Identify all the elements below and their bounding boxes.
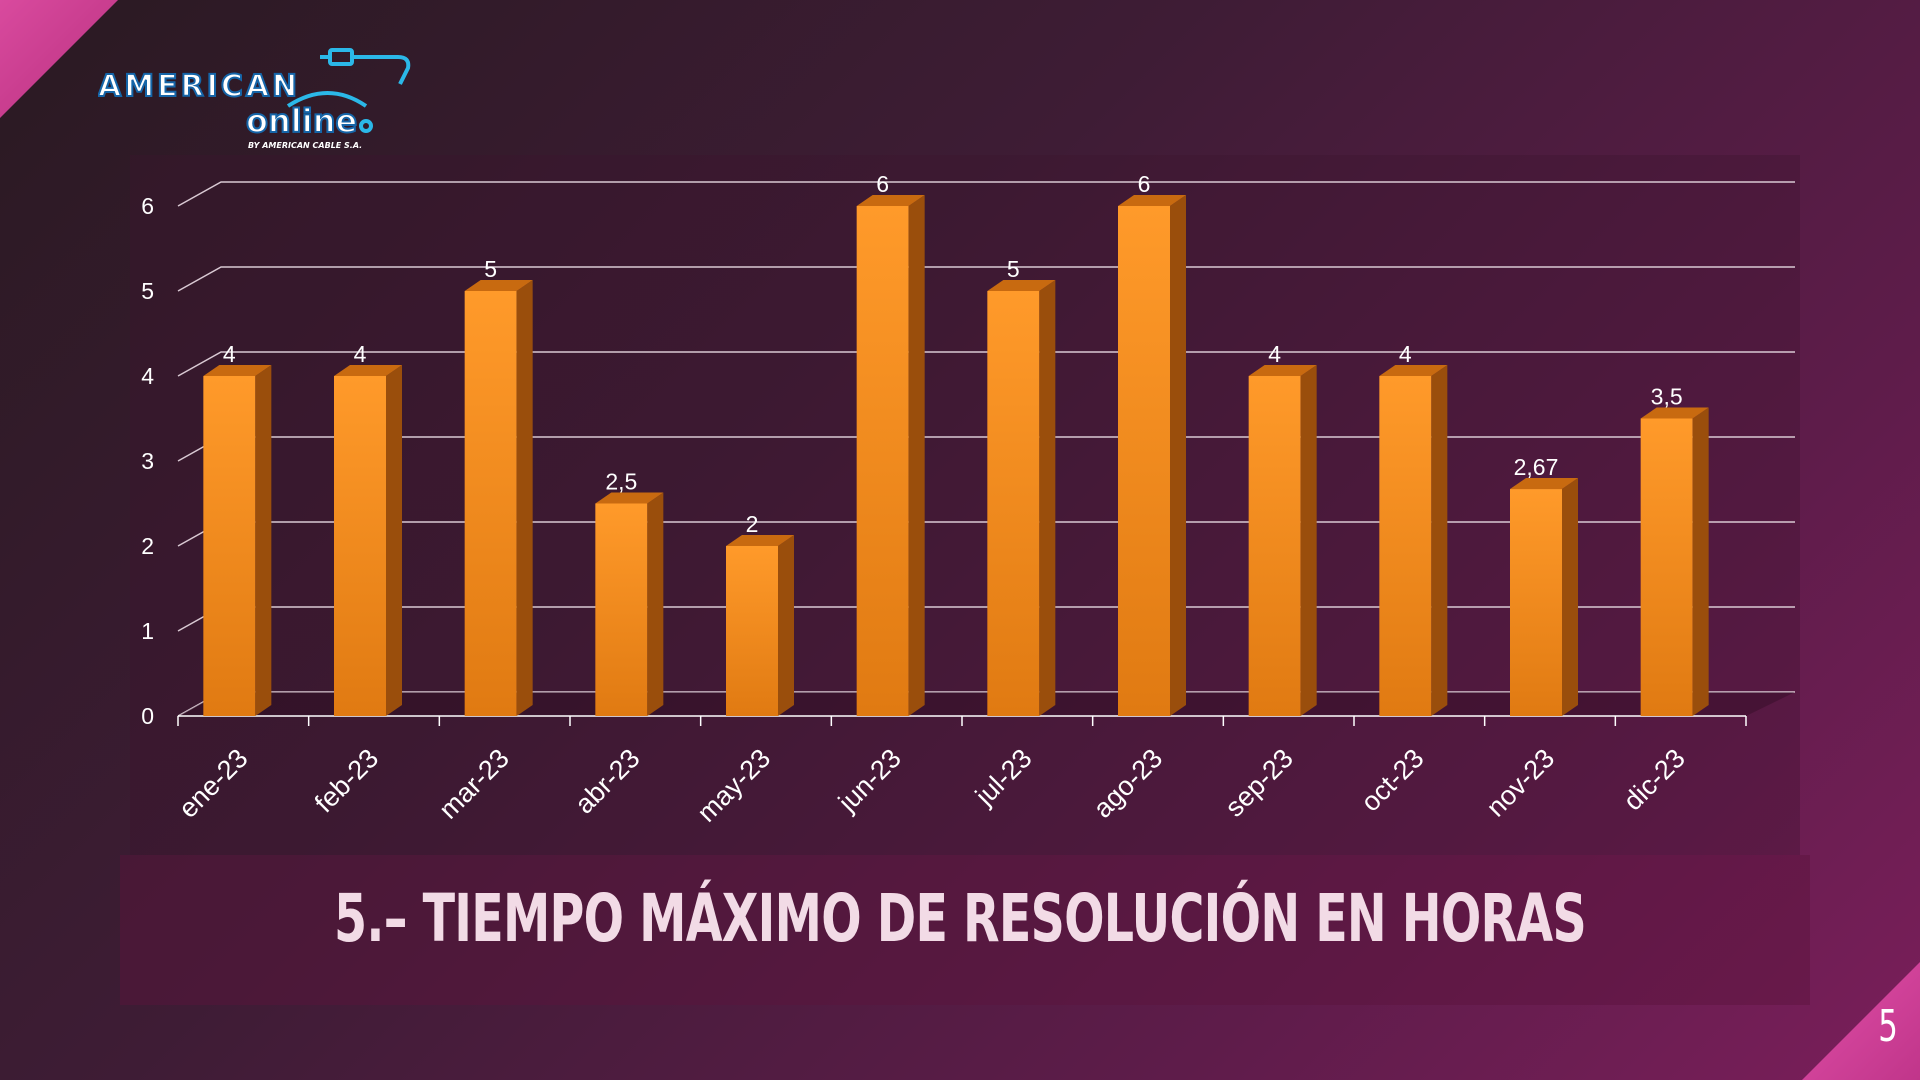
x-tick-label: ene-23 <box>173 743 254 824</box>
bar-front <box>987 291 1040 716</box>
bar <box>1510 478 1578 716</box>
bar-front <box>1510 489 1562 716</box>
x-tick-label: oct-23 <box>1355 743 1429 817</box>
bar-top <box>203 365 272 376</box>
bar-top <box>1379 365 1448 376</box>
bar-front <box>1248 376 1301 716</box>
y-tick-label: 3 <box>141 448 154 474</box>
bar <box>987 280 1056 716</box>
gridline <box>177 181 1795 207</box>
bar-front <box>1118 206 1170 716</box>
bar-front <box>726 546 778 716</box>
bar-side <box>1170 195 1186 716</box>
x-tick-label: ago-23 <box>1088 743 1169 824</box>
x-tick-label: feb-23 <box>309 743 384 818</box>
bar-top <box>595 492 664 504</box>
bar-front <box>464 291 517 716</box>
y-tick-label: 6 <box>141 193 154 219</box>
data-labels: 4 4 5 2,5 2 6 5 6 4 4 2,67 3,5 <box>223 171 1683 537</box>
data-label: 2 <box>746 511 759 537</box>
gridline <box>177 351 1795 377</box>
bar-side <box>908 195 925 716</box>
bar-top <box>1248 365 1317 376</box>
bar <box>1379 365 1448 716</box>
bar <box>726 535 794 716</box>
bar <box>1118 195 1186 716</box>
bar-side <box>1300 365 1317 716</box>
bar <box>1640 407 1709 716</box>
x-tick-label: abr-23 <box>569 743 645 819</box>
title-band <box>120 855 1810 1005</box>
bar-top <box>464 280 533 291</box>
y-tick-label: 4 <box>141 363 154 389</box>
logo-tagline: BY AMERICAN CABLE S.A. <box>248 141 362 150</box>
bar-front <box>856 206 909 716</box>
bar-front <box>334 376 386 716</box>
bar-top <box>1118 195 1186 206</box>
x-tick-label: jul-23 <box>969 743 1038 812</box>
bar-side <box>647 492 664 716</box>
bar-top <box>1510 478 1578 490</box>
data-label: 5 <box>484 256 497 282</box>
x-tick-label: jun-23 <box>832 743 907 818</box>
bar-top <box>1640 407 1709 419</box>
bar-top <box>856 195 925 206</box>
bar-front <box>1640 418 1693 716</box>
bar <box>595 492 664 716</box>
bar-side <box>1039 280 1056 716</box>
data-label: 4 <box>1268 341 1281 367</box>
data-label: 2,67 <box>1514 454 1559 480</box>
bar <box>203 365 272 716</box>
bar-side <box>1562 478 1578 716</box>
bars <box>203 195 1709 716</box>
bar-front <box>595 503 648 716</box>
bar-top <box>726 535 794 546</box>
data-label: 6 <box>876 171 889 197</box>
data-label: 6 <box>1138 171 1151 197</box>
y-axis-tick-labels: 0 1 2 3 4 5 6 <box>141 193 154 729</box>
bar <box>856 195 925 716</box>
data-label: 2,5 <box>605 469 637 495</box>
bar-top <box>987 280 1056 291</box>
bar <box>334 365 402 716</box>
bar-side <box>1692 407 1709 716</box>
bar-side <box>386 365 402 716</box>
x-tick-label: mar-23 <box>433 743 515 825</box>
x-tick-label: dic-23 <box>1618 743 1691 816</box>
data-label: 3,5 <box>1651 384 1683 410</box>
y-tick-label: 5 <box>141 278 154 304</box>
bar-side <box>778 535 794 716</box>
bar-front <box>1379 376 1432 716</box>
gridline <box>177 266 1795 292</box>
logo-text-online: online <box>246 102 357 140</box>
bar-side <box>1431 365 1448 716</box>
bar <box>464 280 533 716</box>
page-title: 5.– TIEMPO MÁXIMO DE RESOLUCIÓN EN HORAS <box>334 880 1587 957</box>
data-label: 4 <box>223 341 236 367</box>
page-number: 5 <box>1878 1001 1898 1052</box>
bar-front <box>203 376 256 716</box>
data-label: 4 <box>1399 341 1412 367</box>
bar-side <box>255 365 272 716</box>
bar <box>1248 365 1317 716</box>
x-tick-label: may-23 <box>691 743 776 828</box>
x-tick-label: sep-23 <box>1219 743 1299 823</box>
bar-side <box>516 280 533 716</box>
y-tick-label: 2 <box>141 533 154 559</box>
logo-text-american: AMERICAN <box>98 69 300 104</box>
american-online-logo: AMERICAN online BY AMERICAN CABLE S.A. <box>98 48 411 150</box>
bar-top <box>334 365 402 376</box>
y-tick-label: 0 <box>141 703 154 729</box>
data-label: 4 <box>354 341 367 367</box>
y-tick-label: 1 <box>141 618 154 644</box>
x-axis-tick-labels: ene-23 feb-23 mar-23 abr-23 may-23 jun-23 jul-… <box>173 743 1691 828</box>
x-tick-label: nov-23 <box>1481 743 1561 823</box>
data-label: 5 <box>1007 256 1020 282</box>
